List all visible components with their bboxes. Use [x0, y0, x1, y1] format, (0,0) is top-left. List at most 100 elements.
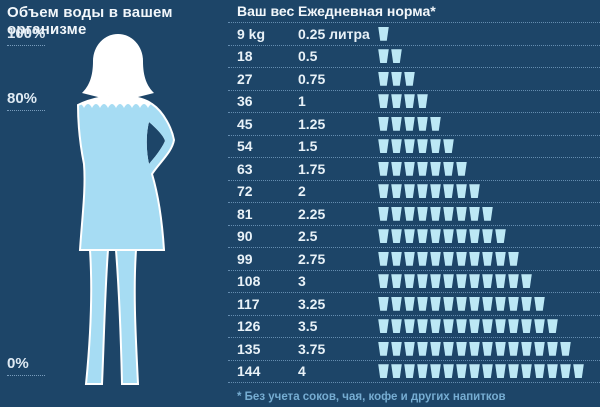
cup-icon: [404, 229, 415, 244]
cup-icon: [378, 161, 389, 176]
norm-cell: 0.75: [298, 70, 326, 87]
table-header: Ваш вес Ежедневная норма*: [228, 0, 600, 22]
cup-icon: [404, 251, 415, 266]
cup-icon: [482, 341, 493, 356]
cup-icon: [404, 116, 415, 131]
cups-cell: [378, 364, 600, 379]
scale-marker-100: 100%: [7, 25, 45, 46]
cup-icon: [456, 229, 467, 244]
cup-icon: [521, 341, 532, 356]
cup-icon: [378, 319, 389, 334]
cup-icon: [469, 206, 480, 221]
cup-icon: [417, 341, 428, 356]
cup-icon: [495, 296, 506, 311]
scale-marker-0: 0%: [7, 355, 45, 376]
cup-icon: [482, 296, 493, 311]
cup-icon: [378, 94, 389, 109]
cup-icon: [443, 341, 454, 356]
cup-icon: [482, 229, 493, 244]
weight-cell: 90: [237, 228, 253, 245]
cup-icon: [378, 296, 389, 311]
norm-cell: 1.5: [298, 138, 318, 155]
cup-icon: [391, 206, 402, 221]
cup-icon: [430, 116, 441, 131]
cup-icon: [456, 296, 467, 311]
cup-icon: [391, 296, 402, 311]
cup-icon: [443, 364, 454, 379]
table-row: 99 2.75: [228, 247, 600, 270]
cup-icon: [404, 206, 415, 221]
norm-cell: 2.75: [298, 250, 326, 267]
cup-icon: [443, 206, 454, 221]
weight-cell: 18: [237, 48, 253, 65]
cup-icon: [430, 296, 441, 311]
cup-icon: [404, 184, 415, 199]
cup-icon: [508, 364, 519, 379]
cup-icon: [378, 116, 389, 131]
table-row: 27 0.75: [228, 67, 600, 90]
cup-icon: [469, 229, 480, 244]
cup-icon: [482, 251, 493, 266]
norm-cell: 0.5: [298, 48, 318, 65]
cup-icon: [417, 94, 428, 109]
scale-marker-0-label: 0%: [7, 355, 29, 372]
cup-icon: [456, 251, 467, 266]
table-row: 36 1: [228, 89, 600, 113]
cup-icon: [482, 274, 493, 289]
cup-icon: [495, 251, 506, 266]
cup-icon: [430, 206, 441, 221]
cup-icon: [404, 341, 415, 356]
cup-icon: [521, 319, 532, 334]
cup-icon: [456, 364, 467, 379]
cup-icon: [391, 139, 402, 154]
cup-icon: [378, 229, 389, 244]
cup-icon: [469, 184, 480, 199]
cup-icon: [430, 319, 441, 334]
cups-cell: [378, 184, 600, 199]
cup-icon: [378, 49, 389, 64]
cup-icon: [391, 319, 402, 334]
cup-icon: [443, 229, 454, 244]
cup-icon: [469, 341, 480, 356]
norm-cell: 1.75: [298, 160, 326, 177]
cup-icon: [391, 161, 402, 176]
cups-cell: [378, 251, 600, 266]
cup-icon: [417, 161, 428, 176]
cup-icon: [430, 229, 441, 244]
cups-cell: [378, 94, 600, 109]
scale-dotted-line: [7, 45, 45, 46]
cup-icon: [560, 364, 571, 379]
cup-icon: [430, 274, 441, 289]
norm-cell: 2.25: [298, 205, 326, 222]
cup-icon: [508, 296, 519, 311]
scale-marker-80-label: 80%: [7, 90, 38, 107]
table-row: 72 2: [228, 179, 600, 203]
cup-icon: [547, 319, 558, 334]
cup-icon: [378, 206, 389, 221]
table-row: 9 kg 0.25 литра: [228, 22, 600, 45]
cup-icon: [508, 274, 519, 289]
cups-cell: [378, 161, 600, 176]
scale-dotted-line: [7, 110, 45, 111]
scale-dotted-line: [7, 375, 45, 376]
cup-icon: [417, 296, 428, 311]
cup-icon: [456, 341, 467, 356]
cup-icon: [456, 319, 467, 334]
cup-icon: [391, 251, 402, 266]
cup-icon: [495, 364, 506, 379]
cup-icon: [456, 184, 467, 199]
norm-cell: 2: [298, 183, 306, 200]
cup-icon: [482, 319, 493, 334]
weight-cell: 126: [237, 318, 261, 335]
norm-cell: 3.5: [298, 318, 318, 335]
norm-cell: 1: [298, 93, 306, 110]
cup-icon: [560, 341, 571, 356]
cup-icon: [547, 364, 558, 379]
cup-icon: [534, 364, 545, 379]
cup-icon: [430, 341, 441, 356]
cup-icon: [430, 161, 441, 176]
cups-cell: [378, 229, 600, 244]
cup-icon: [378, 139, 389, 154]
cup-icon: [443, 274, 454, 289]
